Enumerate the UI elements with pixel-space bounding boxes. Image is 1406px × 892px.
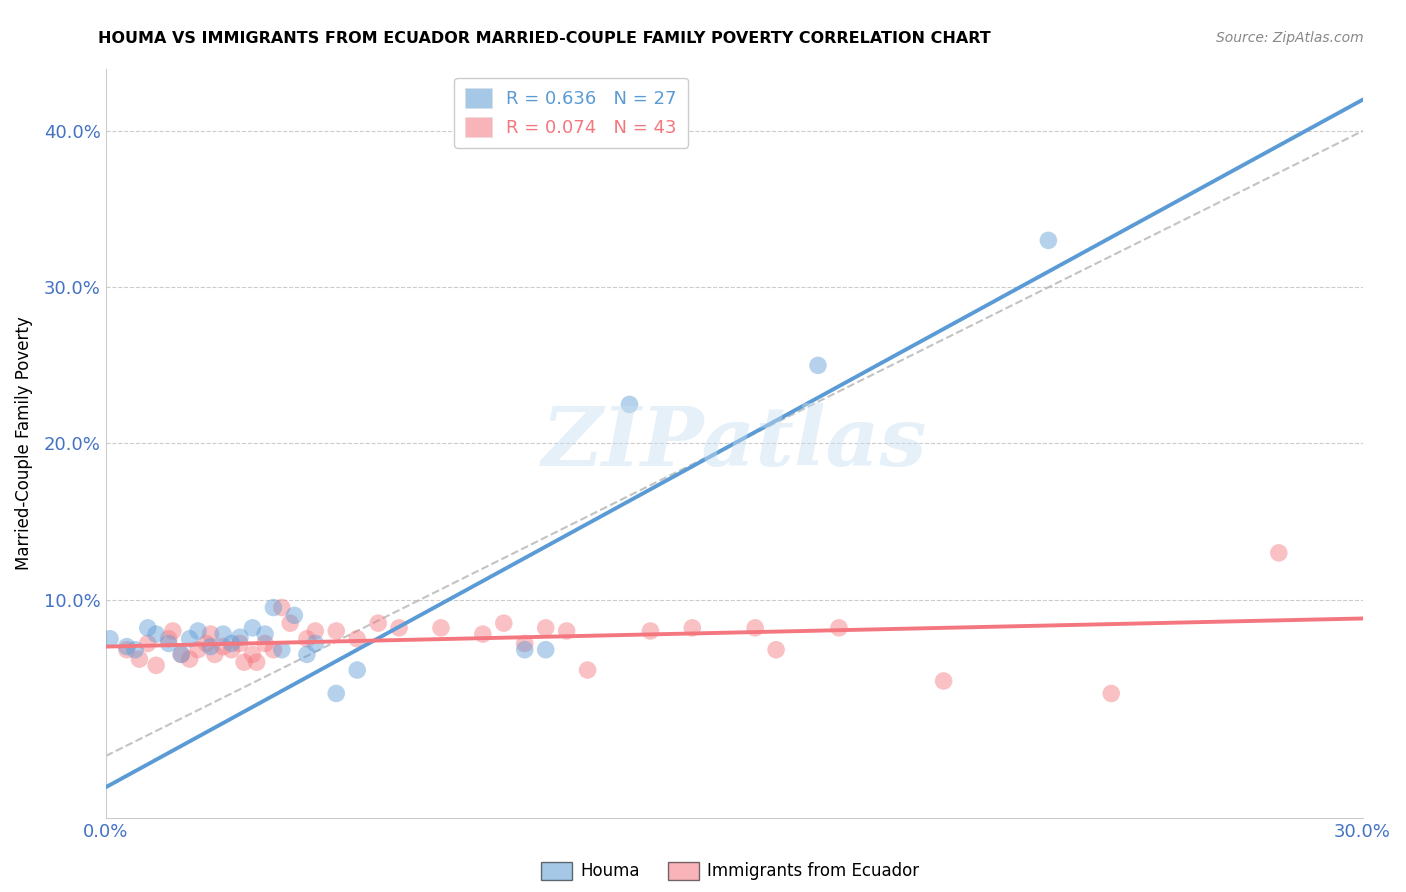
- Point: [229, 636, 252, 650]
- Y-axis label: Married-Couple Family Poverty: Married-Couple Family Poverty: [15, 317, 32, 570]
- Point: [200, 640, 222, 654]
- Point: [295, 648, 318, 662]
- Point: [200, 627, 222, 641]
- Point: [262, 600, 284, 615]
- Point: [170, 648, 193, 662]
- Point: [619, 397, 641, 411]
- Point: [367, 616, 389, 631]
- Point: [229, 630, 252, 644]
- Point: [388, 621, 411, 635]
- Point: [145, 627, 167, 641]
- Point: [221, 636, 243, 650]
- Point: [128, 652, 150, 666]
- Point: [765, 642, 787, 657]
- Point: [640, 624, 662, 638]
- Point: [179, 632, 201, 646]
- Point: [278, 616, 301, 631]
- Point: [170, 648, 193, 662]
- Point: [534, 621, 557, 635]
- Point: [304, 624, 326, 638]
- Point: [179, 652, 201, 666]
- Point: [162, 624, 184, 638]
- Point: [204, 648, 226, 662]
- Point: [492, 616, 515, 631]
- Point: [1268, 546, 1291, 560]
- Point: [242, 621, 264, 635]
- Point: [136, 636, 159, 650]
- Point: [807, 359, 830, 373]
- Point: [932, 673, 955, 688]
- Point: [157, 636, 180, 650]
- Point: [254, 636, 277, 650]
- Point: [254, 627, 277, 641]
- Point: [534, 642, 557, 657]
- Point: [576, 663, 599, 677]
- Point: [98, 632, 121, 646]
- Point: [270, 642, 292, 657]
- Point: [212, 640, 235, 654]
- Point: [195, 636, 218, 650]
- Point: [283, 608, 305, 623]
- Point: [1099, 686, 1122, 700]
- Text: Source: ZipAtlas.com: Source: ZipAtlas.com: [1216, 31, 1364, 45]
- Point: [270, 600, 292, 615]
- Point: [115, 640, 138, 654]
- Point: [346, 663, 368, 677]
- Point: [262, 642, 284, 657]
- Text: HOUMA VS IMMIGRANTS FROM ECUADOR MARRIED-COUPLE FAMILY POVERTY CORRELATION CHART: HOUMA VS IMMIGRANTS FROM ECUADOR MARRIED…: [98, 31, 991, 46]
- Point: [187, 624, 209, 638]
- Text: ZIPatlas: ZIPatlas: [541, 403, 927, 483]
- Point: [145, 658, 167, 673]
- Point: [212, 627, 235, 641]
- Text: Houma: Houma: [581, 862, 640, 880]
- Legend: R = 0.636   N = 27, R = 0.074   N = 43: R = 0.636 N = 27, R = 0.074 N = 43: [454, 78, 688, 148]
- Point: [681, 621, 703, 635]
- Text: Immigrants from Ecuador: Immigrants from Ecuador: [707, 862, 920, 880]
- Point: [157, 632, 180, 646]
- Point: [828, 621, 851, 635]
- Point: [246, 655, 269, 669]
- Point: [555, 624, 578, 638]
- Point: [233, 655, 256, 669]
- Point: [124, 642, 146, 657]
- Point: [115, 642, 138, 657]
- Point: [187, 642, 209, 657]
- Point: [471, 627, 494, 641]
- Point: [346, 632, 368, 646]
- Point: [325, 686, 347, 700]
- Point: [136, 621, 159, 635]
- Point: [242, 648, 264, 662]
- Point: [304, 636, 326, 650]
- Point: [325, 624, 347, 638]
- Point: [430, 621, 453, 635]
- Point: [221, 642, 243, 657]
- Point: [295, 632, 318, 646]
- Point: [1038, 233, 1060, 247]
- Point: [513, 642, 536, 657]
- Point: [513, 636, 536, 650]
- Point: [744, 621, 766, 635]
